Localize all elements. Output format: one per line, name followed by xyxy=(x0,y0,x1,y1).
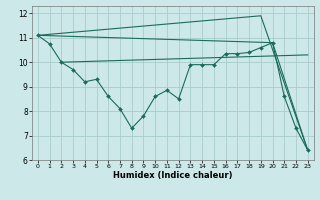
X-axis label: Humidex (Indice chaleur): Humidex (Indice chaleur) xyxy=(113,171,233,180)
